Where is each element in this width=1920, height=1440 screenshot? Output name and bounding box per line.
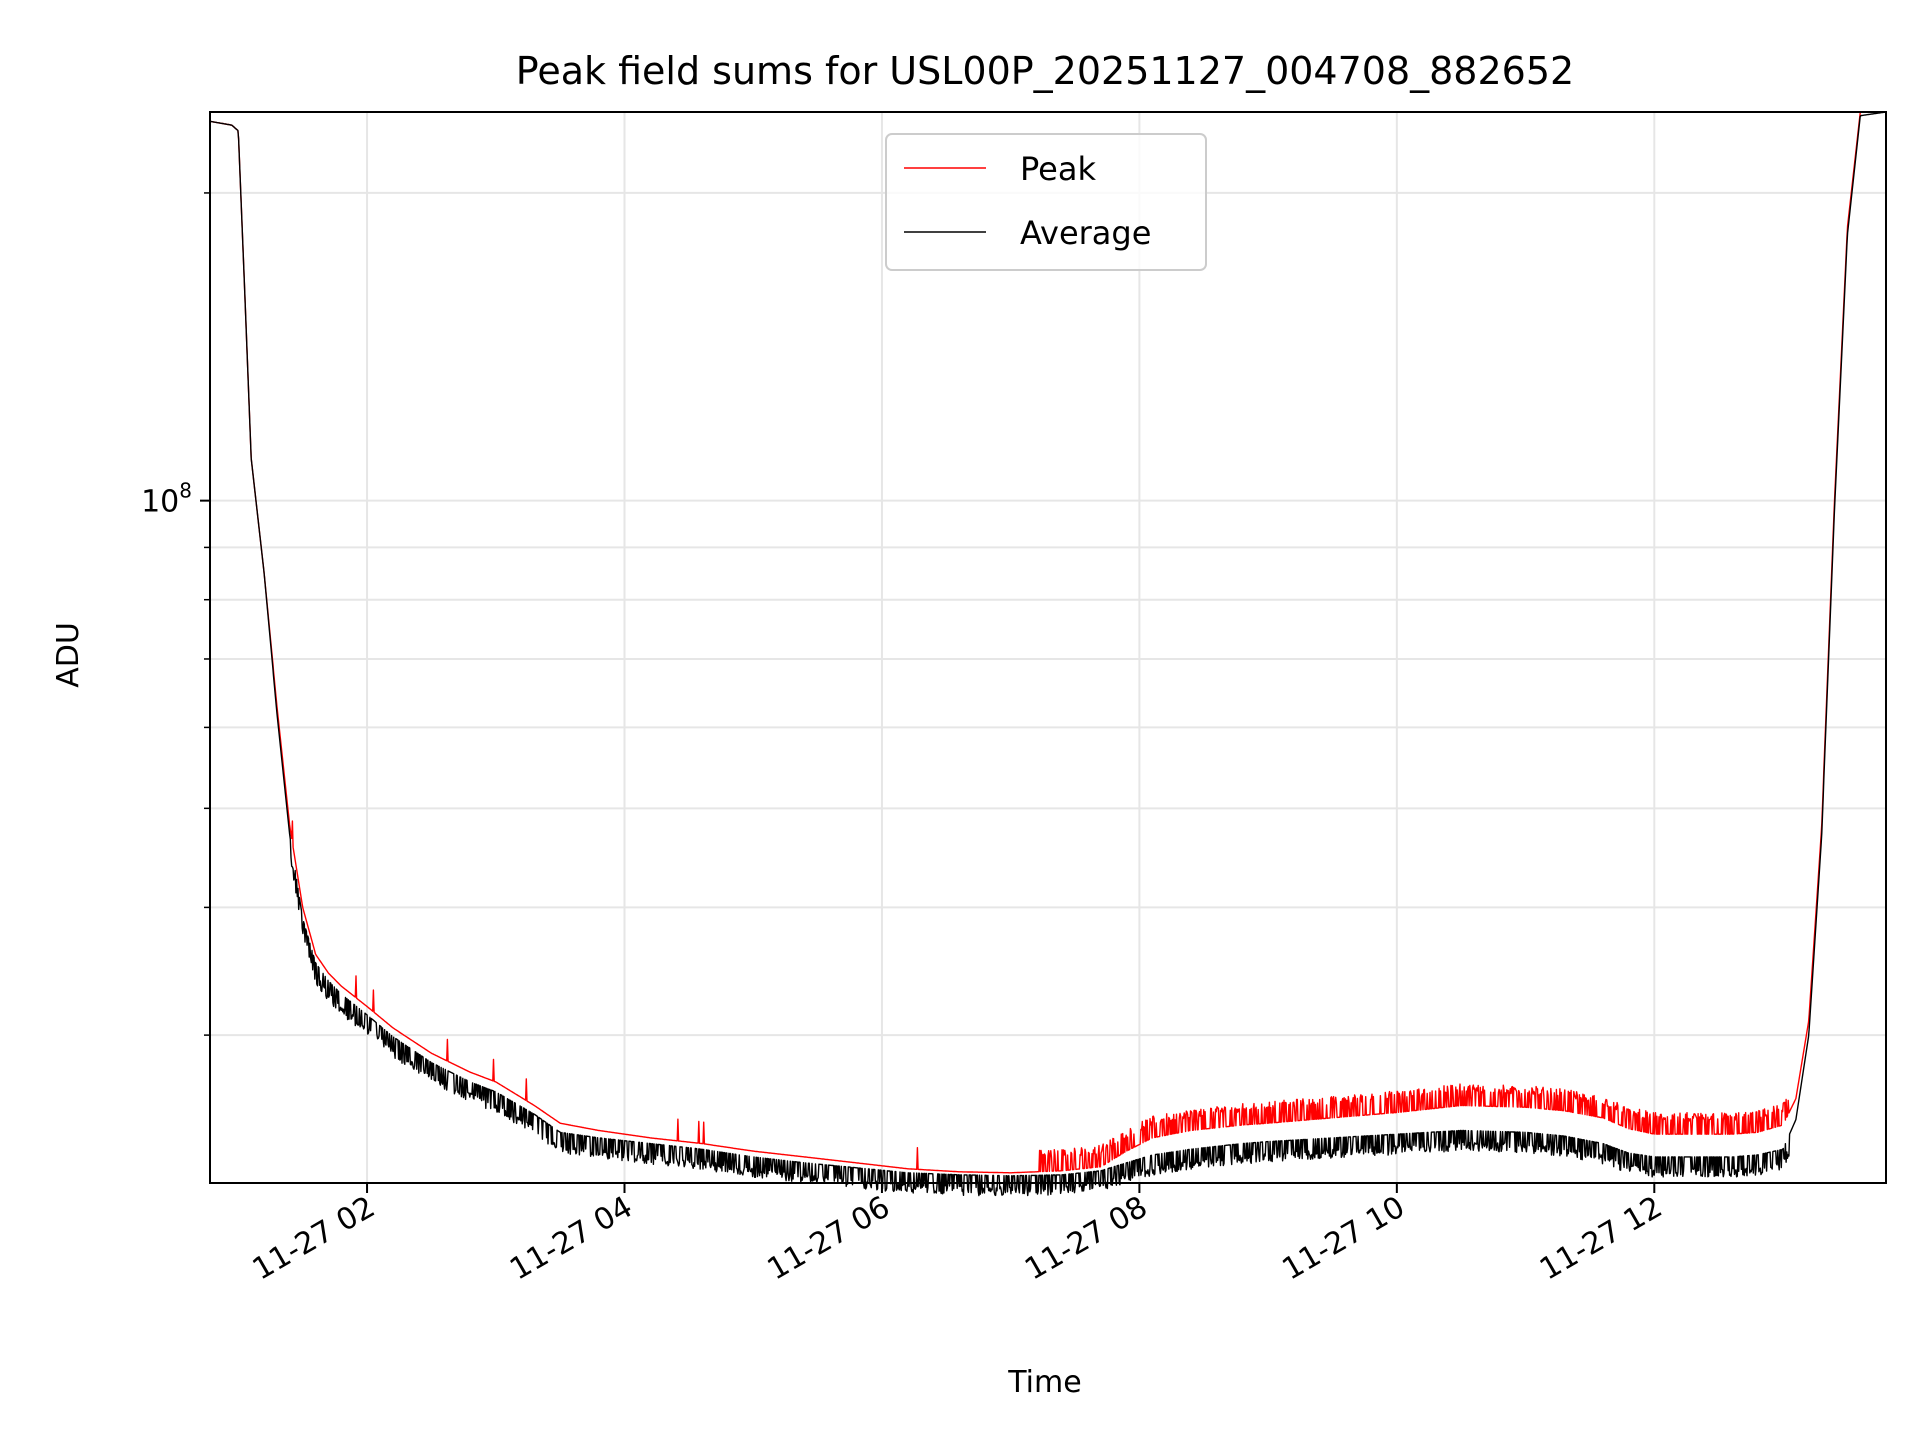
chart-title: Peak field sums for USL00P_20251127_0047…: [516, 49, 1574, 93]
legend-peak-label: Peak: [1020, 150, 1096, 188]
legend-average-label: Average: [1020, 214, 1151, 252]
legend: Peak Average: [885, 133, 1207, 271]
y-axis-label: ADU: [51, 622, 86, 688]
y-tick-label: 108: [141, 479, 192, 520]
y-tick-label-base: 10: [141, 485, 179, 520]
grid: [210, 112, 1886, 1183]
y-axis: 108: [141, 192, 210, 1036]
average-series-line: [209, 111, 1887, 1197]
peak-series-line: [209, 111, 1887, 1174]
y-tick-label-exponent: 8: [179, 479, 192, 503]
series-layer: [209, 111, 1887, 1197]
plot-frame: [209, 111, 1887, 1184]
x-axis-label: Time: [1007, 1365, 1081, 1400]
